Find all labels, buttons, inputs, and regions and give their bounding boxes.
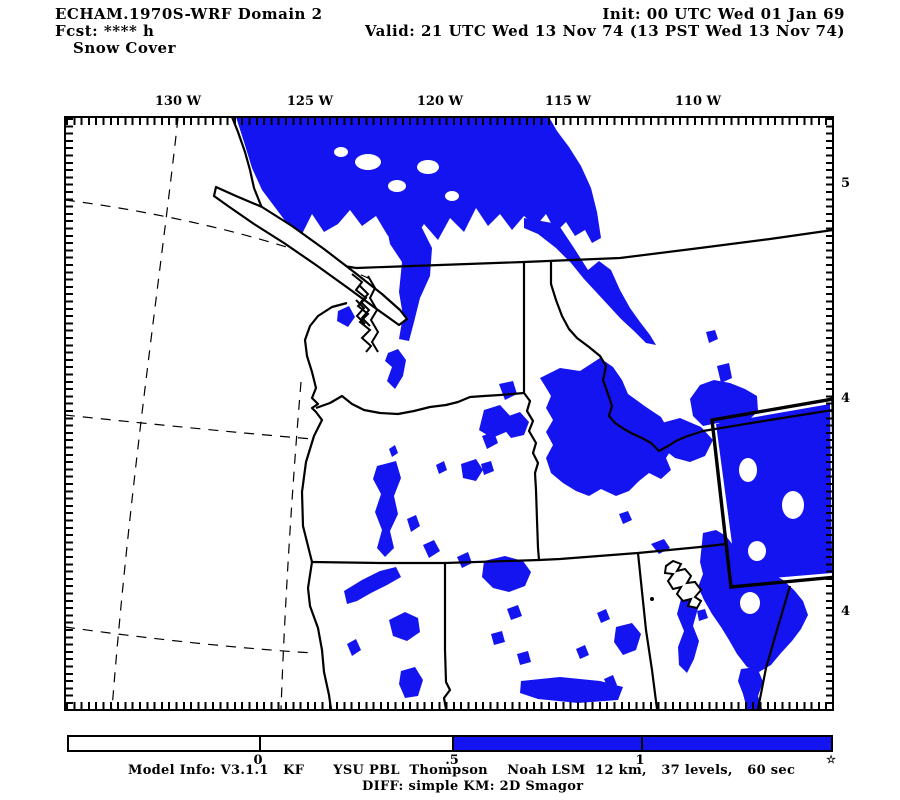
idaho-montana-border (549, 262, 704, 453)
nested-domain-box (710, 397, 833, 589)
colorbar-label-05: .5 (445, 753, 459, 768)
lon-label-130w: 130 W (154, 94, 202, 109)
snow-holes (334, 147, 804, 614)
colorbar-label-0: 0 (253, 753, 263, 768)
coastline (212, 117, 409, 710)
lon-label-110w: 110 W (674, 94, 722, 109)
forecast-hour: Fcst: **** h (55, 22, 155, 40)
columbia-river-border (315, 391, 525, 416)
lat-label-45n: 4 (841, 391, 851, 406)
colorbar-label-1: 1 (635, 753, 645, 768)
lon-label-120w: 120 W (416, 94, 464, 109)
great-salt-lake (663, 559, 703, 610)
nevada-utah-border (636, 552, 659, 710)
graticule (65, 117, 373, 710)
init-time: Init: 00 UTC Wed 01 Jan 69 (602, 5, 845, 23)
colorbar-divider-1 (641, 737, 643, 750)
model-info-line: Model Info: V3.1.1 KF YSU PBL Thompson N… (128, 763, 796, 778)
california-nevada-border (442, 563, 452, 710)
colorbar-label-star: ☆ (826, 753, 836, 766)
colorbar-divider-05 (452, 737, 454, 750)
variable-title: Snow Cover (73, 39, 176, 57)
diffusion-info-line: DIFF: simple KM: 2D Smagor (362, 779, 584, 794)
lon-label-115w: 115 W (544, 94, 592, 109)
small-lake-dot (650, 597, 654, 601)
canada-border (355, 228, 833, 270)
colorbar-divider-0 (259, 737, 261, 750)
lon-label-125w: 125 W (286, 94, 334, 109)
valid-time: Valid: 21 UTC Wed 13 Nov 74 (13 PST Wed … (364, 22, 845, 40)
map-frame (64, 116, 834, 711)
puget-sound-shoreline (351, 273, 380, 353)
montana-wyoming-border (702, 408, 833, 433)
utah-wyoming-border (756, 585, 792, 710)
model-title: ECHAM.1970S-WRF Domain 2 (55, 5, 323, 23)
oregon-idaho-border (523, 392, 541, 561)
state-borders (311, 228, 833, 710)
vancouver-island (212, 185, 409, 327)
lat-label-50n: 5 (841, 176, 851, 191)
colorbar (67, 735, 833, 752)
42n-border (311, 542, 727, 565)
lat-label-40n: 4 (841, 604, 851, 619)
